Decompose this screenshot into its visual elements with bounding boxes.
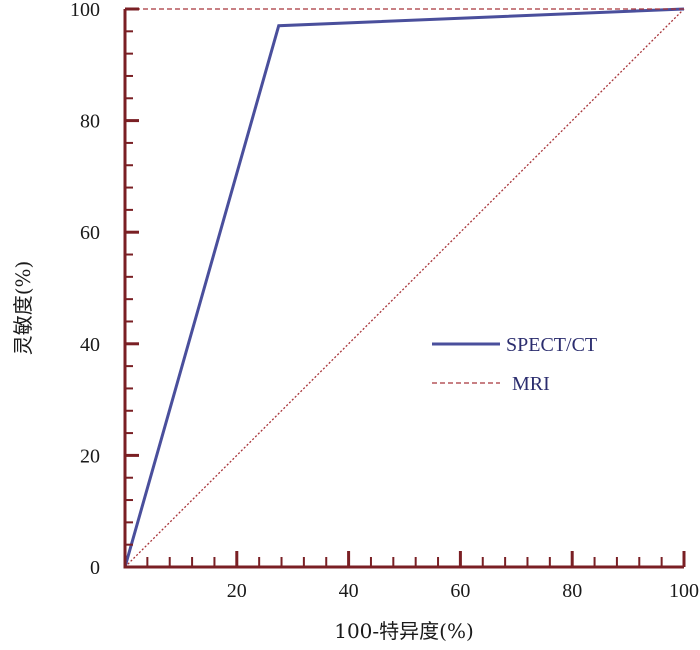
series-line-spect-ct [123,7,685,568]
series-line-mri [124,8,684,567]
x-tick-label: 100 [669,580,699,602]
y-tick-label: 60 [80,222,100,244]
y-axis-title: 灵敏度(%) [11,261,35,356]
y-tick-label: 40 [80,334,100,356]
legend-label-mri: MRI [512,373,550,395]
axes-layer [123,7,686,569]
y-tick-label: 80 [80,111,100,133]
y-tick-label: 100 [70,0,100,21]
x-axis-title: 100-特异度(%) [334,619,474,643]
y-tick-label: 20 [80,445,100,467]
series-layer [123,7,685,568]
reference-diagonal-line [124,8,685,568]
legend-label-spect-ct: SPECT/CT [506,334,597,356]
legend: SPECT/CT MRI [432,334,597,395]
x-tick-label: 20 [227,580,247,602]
y-tick-label: 0 [90,557,100,579]
reference-line-layer [124,8,685,568]
x-tick-label: 60 [450,580,470,602]
tick-label-layer: 0 20 40 60 80 100 20 40 60 80 100 [70,0,699,602]
x-tick-label: 80 [562,580,582,602]
x-tick-label: 40 [339,580,359,602]
